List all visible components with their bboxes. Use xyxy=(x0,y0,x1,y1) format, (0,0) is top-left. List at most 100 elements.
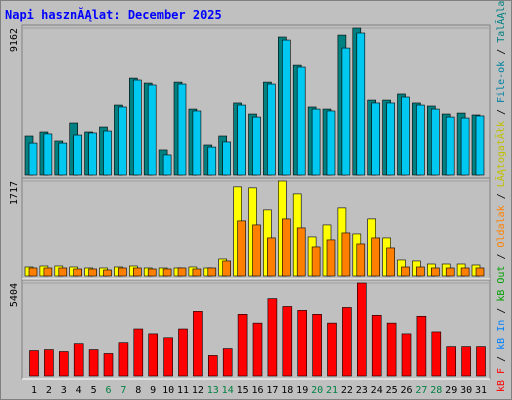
x-tick-label: 9 xyxy=(150,385,156,396)
bar xyxy=(356,243,366,277)
bar xyxy=(43,133,53,176)
bar xyxy=(296,227,306,277)
bar xyxy=(326,110,336,176)
bar xyxy=(252,224,261,277)
x-tick-label: 24 xyxy=(371,385,383,396)
bar xyxy=(177,267,187,277)
bar xyxy=(386,102,395,176)
bar xyxy=(445,267,455,277)
legend: kB F / kB In / kB Out / Oldalak / LĂĄtog… xyxy=(494,0,507,392)
bar xyxy=(327,322,337,377)
x-tick-label: 22 xyxy=(341,385,353,396)
bar xyxy=(88,349,99,377)
bar xyxy=(237,220,246,277)
bar xyxy=(58,267,68,277)
bar xyxy=(103,269,112,277)
bar xyxy=(147,268,157,277)
x-tick-label: 4 xyxy=(76,385,82,396)
x-tick-label: 7 xyxy=(120,385,126,396)
bar xyxy=(326,239,336,277)
legend-entry: Oldalak xyxy=(496,205,507,247)
x-tick-label: 6 xyxy=(105,385,111,396)
legend-entry: LĂĄtogatĂłk xyxy=(494,121,507,187)
x-tick-label: 29 xyxy=(445,385,457,396)
legend-entry: kB In xyxy=(496,320,507,350)
x-tick-label: 11 xyxy=(177,385,189,396)
bar xyxy=(445,116,455,176)
bar xyxy=(207,267,217,277)
x-tick-label: 20 xyxy=(311,385,323,396)
bar xyxy=(356,282,367,377)
bar xyxy=(118,267,127,277)
bar xyxy=(237,104,246,176)
x-tick-label: 3 xyxy=(61,385,67,396)
bar xyxy=(386,322,397,377)
bar xyxy=(430,267,440,277)
bar xyxy=(430,108,440,176)
bar xyxy=(192,268,202,277)
bar xyxy=(356,32,366,176)
bar xyxy=(311,246,321,277)
bar xyxy=(43,267,53,277)
bar xyxy=(178,328,188,377)
x-tick-label: 17 xyxy=(266,385,278,396)
bar xyxy=(401,96,410,176)
bar xyxy=(401,266,410,277)
legend-separator: / xyxy=(496,103,507,121)
chart-title: Napi hasznĂĄlat: December 2025 xyxy=(5,7,222,22)
bar xyxy=(281,39,291,176)
bar xyxy=(296,66,306,176)
bar xyxy=(401,333,412,377)
bar xyxy=(416,315,427,377)
bar xyxy=(73,343,84,377)
bar xyxy=(133,79,142,176)
bar xyxy=(29,350,39,377)
bar xyxy=(460,117,470,176)
x-tick-label: 5 xyxy=(91,385,97,396)
bar xyxy=(460,267,470,277)
legend-entry: File-ok xyxy=(496,61,507,103)
bar xyxy=(371,102,381,176)
bar xyxy=(341,232,351,277)
legend-separator: / xyxy=(496,43,507,61)
x-tick-label: 18 xyxy=(281,385,293,396)
legend-separator: / xyxy=(496,350,507,368)
bar xyxy=(267,298,278,377)
legend-separator: / xyxy=(496,187,507,205)
bar xyxy=(222,260,231,277)
bar xyxy=(163,337,173,377)
x-tick-label: 21 xyxy=(326,385,338,396)
bar xyxy=(103,353,114,377)
bar xyxy=(58,351,69,377)
bar xyxy=(162,154,172,176)
bar xyxy=(386,247,395,277)
bar xyxy=(73,134,82,176)
bar xyxy=(252,116,261,176)
bar xyxy=(222,348,233,377)
x-tick-label: 8 xyxy=(135,385,141,396)
bar xyxy=(416,104,425,176)
bar xyxy=(28,267,38,277)
bar xyxy=(281,218,291,277)
x-tick-label: 30 xyxy=(460,385,472,396)
x-tick-label: 1 xyxy=(31,385,37,396)
y-tick-label: 1717 xyxy=(9,181,20,205)
bar xyxy=(341,47,351,176)
bar xyxy=(267,83,276,176)
x-tick-label: 19 xyxy=(296,385,308,396)
bar xyxy=(192,110,202,176)
bar xyxy=(177,83,187,176)
x-tick-label: 31 xyxy=(475,385,487,396)
bar xyxy=(133,328,144,377)
y-tick-label: 9162 xyxy=(9,28,20,52)
bar xyxy=(148,333,158,377)
bar xyxy=(371,237,381,277)
bar xyxy=(28,142,38,176)
bar xyxy=(147,84,157,176)
bar xyxy=(342,307,352,377)
legend-entry: TalĂĄlatok xyxy=(494,0,507,43)
x-tick-label: 27 xyxy=(415,385,427,396)
x-tick-label: 16 xyxy=(251,385,263,396)
bar xyxy=(446,346,457,377)
